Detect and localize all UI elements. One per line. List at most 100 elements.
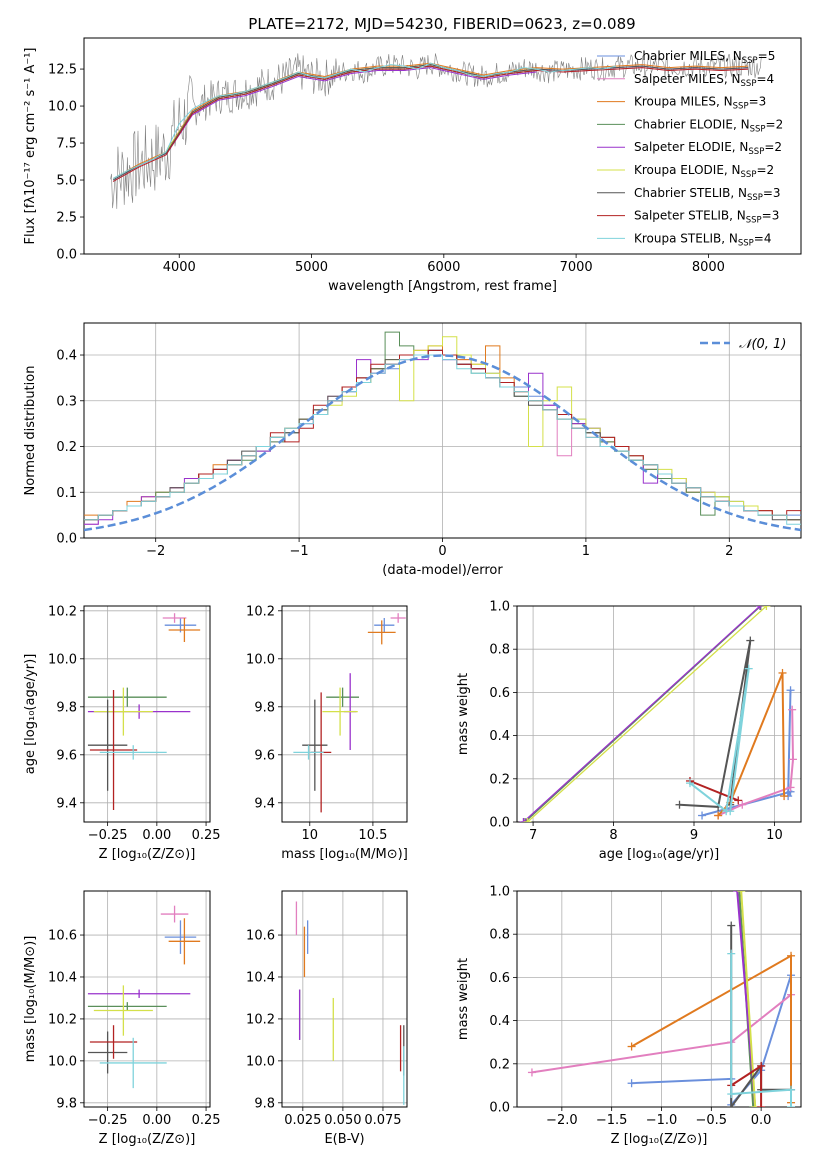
y-tick-label: 10.6	[48, 929, 77, 944]
x-tick-label: −2	[146, 544, 165, 559]
y-tick-label: 0.2	[489, 1057, 510, 1072]
x-tick-label: 9	[690, 828, 698, 843]
x-tick-label: 6000	[427, 260, 460, 275]
y-tick-label: 10.0	[48, 1054, 77, 1069]
plot-area	[110, 53, 762, 209]
chart-z_weight: −2.0 −1.5 −1.0 −0.5 0.0 0.0 0.2 0.4 0.6 0.8 1.0 Z […	[456, 885, 802, 1147]
plot-area	[519, 606, 797, 822]
plot-area	[87, 905, 201, 1089]
plot-area	[84, 331, 801, 532]
y-tick-label: 0.8	[489, 928, 510, 943]
plot-frame	[83, 322, 802, 539]
weight-line-salpeter_miles	[717, 709, 795, 817]
y-tick-label: 0.0	[489, 816, 510, 831]
y-tick-label: 9.6	[56, 748, 77, 763]
y-tick-label: 10.4	[48, 970, 77, 985]
y-tick-label: 2.5	[56, 211, 77, 226]
x-tick-label: 10	[302, 828, 319, 843]
y-axis-label: Flux [fλ10⁻¹⁷ erg cm⁻² s⁻¹ A⁻¹]	[23, 48, 38, 245]
legend-label-kroupa_elodie: Kroupa ELODIE, NSSP=2	[634, 163, 774, 180]
y-tick-label: 10.0	[246, 1054, 275, 1069]
x-axis-label: Z [log₁₀(Z/Z⊙)]	[99, 847, 196, 862]
x-tick-label: 0	[438, 544, 446, 559]
plot-frame	[516, 890, 802, 1108]
legend-label-chabrier_elodie: Chabrier ELODIE, NSSP=2	[634, 117, 783, 134]
chart-z_mass: −0.25 0.00 0.25 9.8 10.0 10.2 10.4 10.6 Z [log₁₀…	[23, 890, 221, 1147]
x-tick-label: −0.25	[88, 1113, 128, 1128]
x-axis-label: E(B-V)	[324, 1132, 364, 1147]
legend-label-gaussian: 𝒩(0, 1)	[739, 337, 786, 352]
y-axis-label: mass weight	[456, 673, 471, 755]
y-tick-label: 10.0	[246, 652, 275, 667]
hist-step-kroupa_stelib	[84, 354, 801, 525]
plot-frame	[281, 605, 408, 823]
x-axis-label: Z [log₁₀(Z/Z⊙)]	[99, 1132, 196, 1147]
legend-label-salpeter_elodie: Salpeter ELODIE, NSSP=2	[634, 140, 782, 157]
y-tick-label: 5.0	[56, 174, 77, 189]
plot-area	[295, 901, 405, 1105]
y-tick-label: 0.2	[56, 440, 77, 455]
y-tick-label: 10.6	[246, 929, 275, 944]
x-tick-label: 0.0	[751, 1113, 772, 1128]
plot-frame	[83, 605, 211, 823]
legend-label-kroupa_miles: Kroupa MILES, NSSP=3	[634, 95, 766, 112]
plot-frame	[83, 37, 802, 255]
weight-line-kroupa_stelib	[730, 953, 792, 1107]
y-tick-label: 9.6	[254, 748, 275, 763]
x-tick-label: 8	[609, 828, 617, 843]
x-axis-label: Z [log₁₀(Z/Z⊙)]	[611, 1132, 708, 1147]
y-tick-label: 0.6	[489, 971, 510, 986]
x-tick-label: 0.050	[324, 1113, 361, 1128]
y-tick-label: 0.4	[489, 1014, 510, 1029]
legend-label-kroupa_stelib: Kroupa STELIB, NSSP=4	[634, 231, 772, 248]
legend-label-chabrier_stelib: Chabrier STELIB, NSSP=3	[634, 186, 781, 203]
plot-area	[87, 613, 201, 810]
chart-residuals: −2 −1 0 1 2 0.0 0.1 0.2 0.3 0.4 (data-model)/error…	[23, 322, 802, 578]
x-tick-label: 0.00	[142, 1113, 171, 1128]
chart-ebv_mass: 0.025 0.050 0.075 9.8 10.0 10.2 10.4 10.6 E(B-V)	[246, 890, 408, 1147]
y-tick-label: 10.2	[246, 604, 275, 619]
x-tick-label: 0.00	[142, 828, 171, 843]
y-tick-label: 9.8	[56, 700, 77, 715]
y-tick-label: 1.0	[489, 885, 510, 900]
y-axis-label: Normed distribution	[23, 366, 38, 496]
y-tick-label: 0.1	[56, 486, 77, 501]
x-tick-label: −1.5	[596, 1113, 628, 1128]
x-tick-label: −2.0	[546, 1113, 578, 1128]
y-tick-label: 1.0	[489, 600, 510, 615]
plot-frame	[281, 890, 408, 1108]
weight-line-kroupa_stelib	[689, 668, 750, 814]
x-tick-label: 0.25	[192, 828, 221, 843]
x-tick-label: 10.5	[358, 828, 387, 843]
x-axis-label: (data-model)/error	[382, 563, 503, 578]
model-line-kroupa_stelib	[112, 62, 616, 179]
weight-line-salpeter_elodie	[522, 606, 761, 822]
y-tick-label: 9.8	[56, 1096, 77, 1111]
y-axis-label: age [log₁₀(age/yr)]	[23, 654, 38, 775]
y-tick-label: 9.4	[254, 796, 275, 811]
x-tick-label: 7000	[560, 260, 593, 275]
plots: 4000 5000 6000 7000 80000.02.55.07.510.012.5…	[23, 37, 802, 1147]
y-tick-label: 10.0	[48, 652, 77, 667]
y-tick-label: 9.8	[254, 1096, 275, 1111]
x-tick-label: 0.025	[284, 1113, 321, 1128]
y-tick-label: 10.2	[48, 1012, 77, 1027]
model-line-salpeter_stelib	[112, 65, 749, 182]
plot-frame	[83, 890, 211, 1108]
y-tick-label: 12.5	[48, 63, 77, 78]
x-tick-label: 4000	[163, 260, 196, 275]
x-tick-label: 8000	[692, 260, 725, 275]
chart-z_age: −0.25 0.00 0.25 9.4 9.6 9.8 10.0 10.2 Z [log₁₀(Z…	[23, 604, 221, 862]
y-tick-label: 0.0	[489, 1101, 510, 1116]
y-tick-label: 0.8	[489, 643, 510, 658]
x-tick-label: 7	[529, 828, 537, 843]
y-tick-label: 10.4	[246, 970, 275, 985]
x-tick-label: 5000	[295, 260, 328, 275]
chart-spectrum: 4000 5000 6000 7000 8000 0.0 2.5 5.0 7.5 10.0 12.5…	[23, 37, 802, 294]
x-tick-label: −0.25	[88, 828, 128, 843]
gaussian-curve	[84, 354, 801, 532]
chart-age_weight: 7 8 9 10 0.0 0.2 0.4 0.6 0.8 1.0 age [log₁₀(age/yr…	[456, 600, 802, 862]
y-tick-label: 9.8	[254, 700, 275, 715]
x-axis-label: age [log₁₀(age/yr)]	[599, 847, 720, 862]
x-tick-label: −1.0	[646, 1113, 678, 1128]
